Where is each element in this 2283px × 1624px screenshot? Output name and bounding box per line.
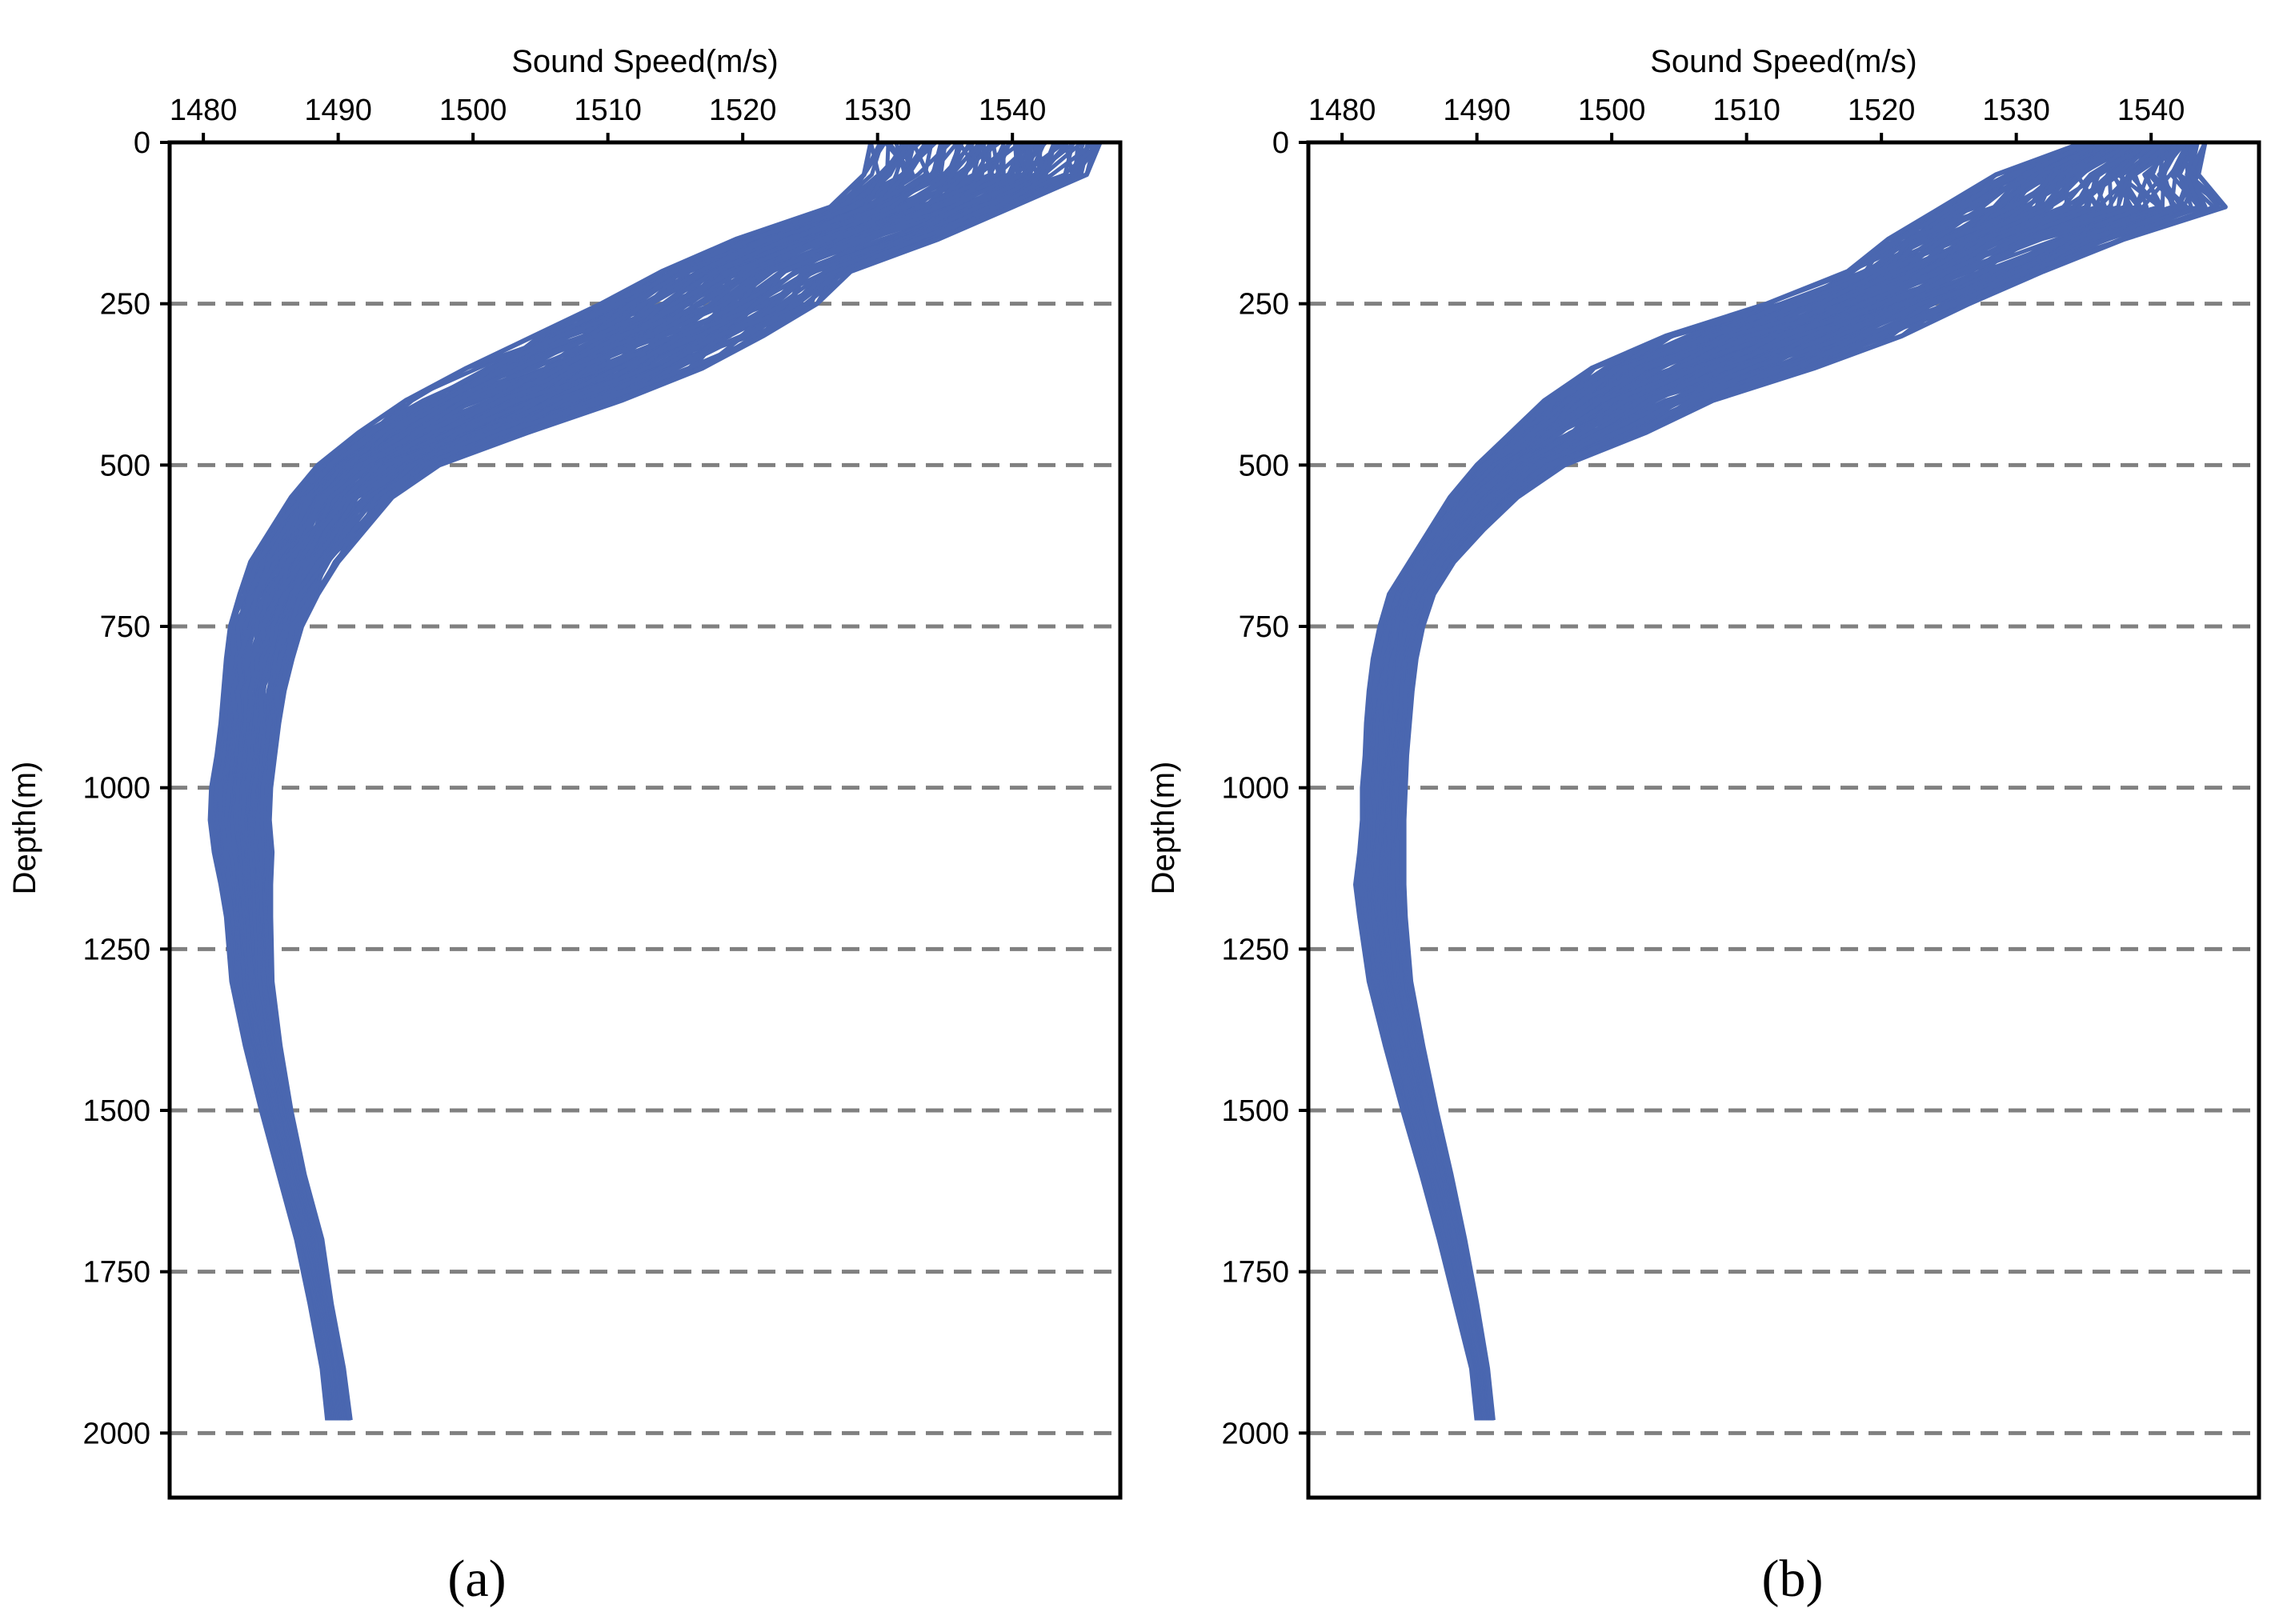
x-tick-label-1510: 1510 <box>574 94 642 127</box>
x-axis-label: Sound Speed(m/s) <box>511 44 779 79</box>
y-tick-label-500: 500 <box>1239 449 1289 482</box>
y-tick-label-0: 0 <box>1272 126 1289 160</box>
x-tick-label-1530: 1530 <box>843 94 911 127</box>
y-tick-label-500: 500 <box>100 449 150 482</box>
profile-line-22 <box>218 142 908 1421</box>
x-tick-label-1500: 1500 <box>439 94 507 127</box>
plot-frame <box>1306 140 2261 1500</box>
x-tick-label-1490: 1490 <box>304 94 372 127</box>
y-tick-label-0: 0 <box>134 126 150 160</box>
y-tick-label-1000: 1000 <box>82 772 150 806</box>
y-tick-label-2000: 2000 <box>1221 1417 1289 1450</box>
profiles-group <box>1353 142 2228 1421</box>
y-tick-label-2000: 2000 <box>82 1417 150 1450</box>
y-tick-label-1500: 1500 <box>82 1094 150 1128</box>
y-tick-label-1500: 1500 <box>1221 1094 1289 1128</box>
x-tick-label-1500: 1500 <box>1578 94 1646 127</box>
x-tick-label-1540: 1540 <box>2117 94 2185 127</box>
profile-envelope-lower <box>207 142 874 1421</box>
panel-b: 1480 1490 1500 1510 1520 1530 1540 Sound Speed(… <box>1146 44 2261 1608</box>
x-tick-label-1480: 1480 <box>170 94 238 127</box>
panel-label: (b) <box>1762 1550 1824 1608</box>
y-tick-label-250: 250 <box>100 288 150 322</box>
profile-line-47 <box>1376 142 2132 1421</box>
profile-envelope-upper <box>266 142 1103 1421</box>
y-tick-label-750: 750 <box>1239 610 1289 644</box>
x-tick-label-1480: 1480 <box>1308 94 1376 127</box>
panel-label: (a) <box>447 1550 506 1608</box>
x-tick-label-1490: 1490 <box>1443 94 1511 127</box>
y-tick-label-1750: 1750 <box>82 1256 150 1290</box>
x-tick-label-1530: 1530 <box>1982 94 2050 127</box>
profiles-group <box>207 142 1103 1421</box>
y-axis-label: Depth(m) <box>1146 762 1181 895</box>
y-tick-label-750: 750 <box>100 610 150 644</box>
profile-line-23 <box>222 142 943 1421</box>
profile-envelope-upper <box>1401 142 2228 1421</box>
profile-line-35 <box>1370 142 2124 1421</box>
y-tick-label-1250: 1250 <box>1221 933 1289 966</box>
y-tick-label-250: 250 <box>1239 288 1289 322</box>
y-tick-label-1750: 1750 <box>1221 1256 1289 1290</box>
x-axis-label: Sound Speed(m/s) <box>1650 44 1917 79</box>
y-axis-label: Depth(m) <box>7 762 42 895</box>
x-tick-label-1520: 1520 <box>1848 94 1916 127</box>
plot-frame <box>167 140 1123 1500</box>
profile-envelope-lower <box>1353 142 2085 1421</box>
panel-a: 1480 1490 1500 1510 1520 1530 1540 Sound Speed(… <box>7 44 1123 1608</box>
y-tick-label-1250: 1250 <box>82 933 150 966</box>
x-tick-label-1540: 1540 <box>979 94 1047 127</box>
x-tick-label-1520: 1520 <box>709 94 777 127</box>
x-tick-label-1510: 1510 <box>1712 94 1780 127</box>
y-tick-label-1000: 1000 <box>1221 772 1289 806</box>
